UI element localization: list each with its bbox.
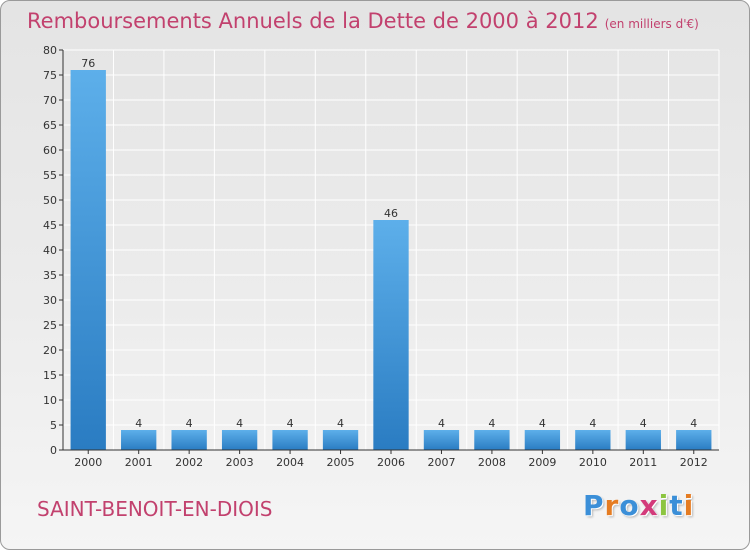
y-tick-label: 15 [43,369,57,382]
logo-letter: P [583,489,605,522]
y-tick-label: 30 [43,294,57,307]
data-label: 4 [488,417,495,430]
x-tick-label: 2006 [377,456,405,469]
x-tick-label: 2003 [226,456,254,469]
x-tick-label: 2009 [528,456,556,469]
bar [625,430,661,450]
bar [524,430,561,450]
data-label: 4 [589,417,596,430]
y-tick-label: 55 [43,169,57,182]
y-tick-label: 75 [43,69,57,82]
data-label: 4 [135,417,142,430]
x-tick-label: 2001 [125,456,153,469]
logo-letter: x [639,489,659,522]
y-tick-label: 5 [50,419,57,432]
chart-subtitle: (en milliers d'€) [604,17,699,31]
data-label: 4 [186,417,193,430]
y-tick-label: 10 [43,394,57,407]
bar [474,430,510,450]
y-tick-label: 35 [43,269,57,282]
logo-letter: o [619,489,640,522]
x-tick-label: 2010 [579,456,607,469]
y-tick-label: 25 [43,319,57,332]
data-label: 4 [337,417,344,430]
y-tick-label: 40 [43,244,57,257]
data-label: 4 [690,417,697,430]
bar [171,430,207,450]
y-tick-label: 0 [50,444,57,457]
bar [373,220,409,450]
x-tick-label: 2002 [175,456,203,469]
commune-name: SAINT-BENOIT-EN-DIOIS [37,497,273,521]
chart-title: Remboursements Annuels de la Dette de 20… [27,9,699,33]
data-label: 4 [287,417,294,430]
x-tick-label: 2008 [478,456,506,469]
data-label: 46 [384,207,398,220]
title-text: Remboursements Annuels de la Dette de 20… [27,9,599,33]
bar [423,430,460,450]
logo-letter: t [669,489,684,522]
data-label: 76 [81,57,95,70]
logo-letter: i [658,489,670,522]
x-tick-label: 2005 [327,456,355,469]
x-tick-label: 2012 [680,456,708,469]
x-tick-label: 2011 [629,456,657,469]
y-tick-label: 45 [43,219,57,232]
data-label: 4 [236,417,243,430]
y-tick-label: 70 [43,94,57,107]
proxiti-logo: Proxiti [583,489,694,522]
data-label: 4 [640,417,647,430]
x-tick-label: 2004 [276,456,304,469]
y-tick-label: 50 [43,194,57,207]
logo-letter: i [683,489,695,522]
y-tick-label: 65 [43,119,57,132]
bar [575,430,611,450]
bar [322,430,359,450]
y-tick-label: 80 [43,44,57,57]
bar [272,430,308,450]
data-label: 4 [438,417,445,430]
data-label: 4 [539,417,546,430]
y-tick-label: 60 [43,144,57,157]
logo-letter: r [604,489,620,522]
y-tick-label: 20 [43,344,57,357]
bar [70,70,106,450]
x-tick-label: 2007 [427,456,455,469]
x-tick-label: 2000 [74,456,102,469]
bar [676,430,712,450]
bar [121,430,157,450]
bar [221,430,258,450]
